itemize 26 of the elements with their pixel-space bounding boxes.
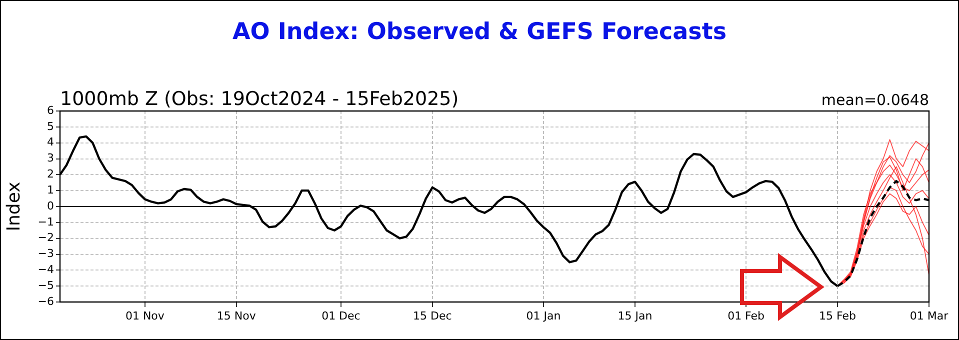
y-tick-label: −5 (38, 278, 54, 292)
x-tick-label: 15 Dec (413, 309, 452, 322)
x-tick-label: 01 Feb (728, 309, 765, 322)
y-tick-label: 2 (47, 168, 54, 181)
y-tick-label: 1 (47, 183, 54, 196)
y-tick-label: 6 (47, 104, 54, 117)
y-tick-label: −1 (38, 215, 54, 228)
y-tick-label: −3 (38, 247, 54, 260)
y-tick-label: 4 (47, 136, 54, 149)
y-tick-label: 5 (47, 120, 54, 133)
chart-title: AO Index: Observed & GEFS Forecasts (232, 19, 727, 45)
chart-subtitle: 1000mb Z (Obs: 19Oct2024 - 15Feb2025) (60, 88, 459, 110)
x-tick-label: 01 Dec (322, 309, 360, 322)
y-tick-label: −6 (38, 294, 54, 308)
x-tick-label: 01 Nov (125, 309, 165, 322)
x-tick-label: 01 Jan (526, 309, 561, 322)
x-tick-label: 01 Mar (910, 309, 949, 322)
x-tick-label: 15 Nov (216, 309, 256, 322)
y-tick-label: −4 (38, 263, 54, 276)
y-tick-label: −2 (38, 231, 54, 244)
text: mean=0.0648 (821, 91, 929, 109)
x-tick-label: 15 Jan (618, 309, 652, 322)
x-tick-label: 15 Feb (819, 309, 856, 322)
y-axis-title: Index (3, 181, 24, 232)
y-tick-label: 0 (47, 199, 54, 212)
y-tick-label: 3 (47, 152, 54, 165)
